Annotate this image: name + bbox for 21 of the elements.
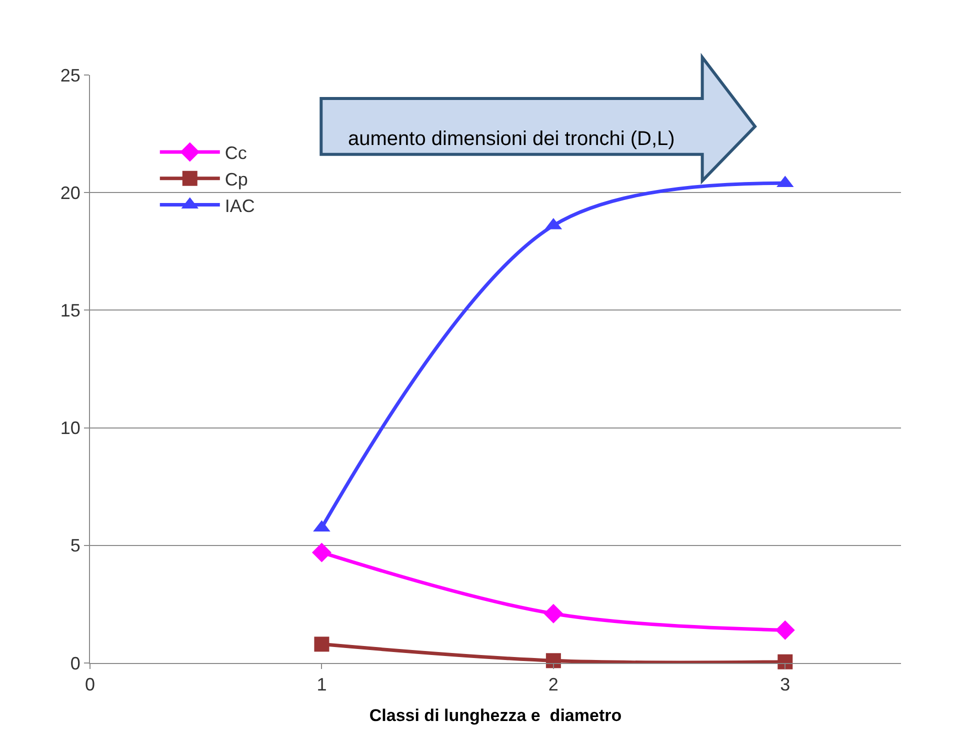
- x-tick-label: 3: [780, 674, 790, 695]
- legend-label: IAC: [224, 196, 255, 216]
- x-tick-label: 0: [84, 674, 96, 695]
- annotation: aumento dimensioni dei tronchi (D,L): [348, 128, 675, 150]
- point: [778, 654, 793, 670]
- x-tick-label: 1: [316, 674, 327, 695]
- point: [546, 653, 561, 668]
- point: [312, 542, 332, 562]
- y-tick-label: 10: [60, 418, 80, 438]
- y-tick-label: 25: [60, 65, 80, 86]
- y-tick-label: 15: [60, 300, 80, 320]
- legend-label: Cp: [224, 169, 248, 190]
- y-tick-label: 0: [70, 653, 80, 674]
- point: [544, 604, 564, 624]
- point: [775, 620, 795, 640]
- legend-label: Cc: [224, 143, 247, 164]
- point: [314, 636, 330, 652]
- y-tick-label: 20: [60, 182, 80, 203]
- x-tick-label: 2: [548, 674, 558, 695]
- y-tick-label: 5: [70, 536, 80, 556]
- x-axis-title: Classi di lunghezza e diametro: [369, 706, 622, 725]
